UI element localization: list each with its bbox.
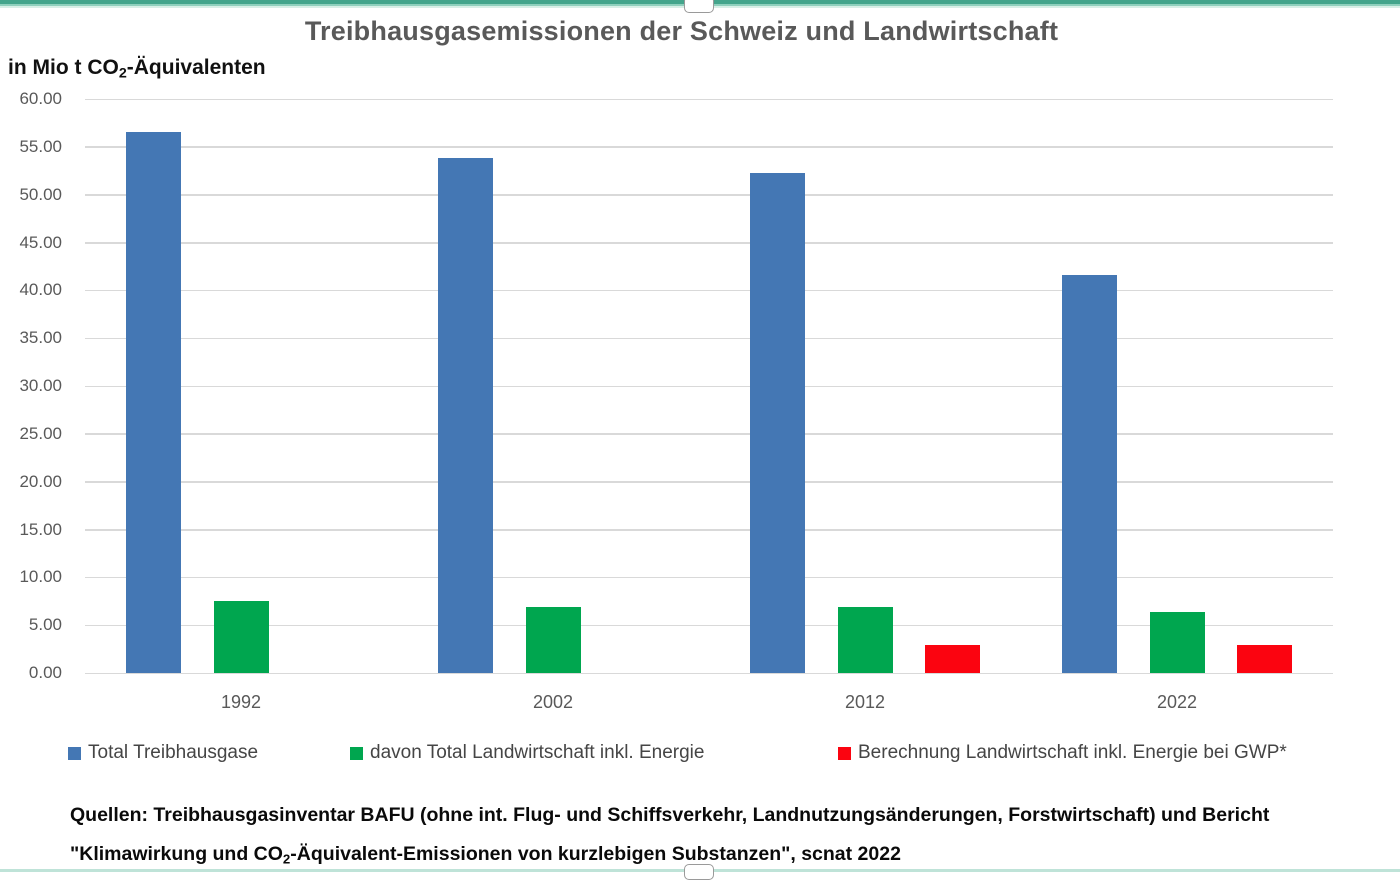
y-axis-tick-label: 25.00: [19, 423, 62, 443]
legend-swatch-icon: [68, 746, 81, 760]
gridline: [85, 146, 1333, 148]
y-axis-tick-label: 30.00: [19, 376, 62, 395]
gridline: [85, 433, 1333, 435]
bar-2022-series-0[interactable]: [1062, 275, 1117, 673]
gridline: [85, 624, 1333, 627]
source-line-2: "Klimawirkung und CO2-Äquivalent-Emissio…: [70, 843, 901, 867]
legend-swatch-icon: [350, 746, 363, 760]
x-axis-tick-label: 1992: [220, 692, 262, 712]
y-axis-tick-label: 10.00: [19, 567, 62, 587]
gridline: [85, 242, 1333, 244]
bar-2022-series-2[interactable]: [1237, 645, 1292, 673]
y-axis-tick-label: 15.00: [19, 519, 62, 539]
gridline: [85, 385, 1333, 387]
y-axis-tick-label: 55.00: [19, 136, 62, 156]
source-note: Quellen: Treibhausgasinventar BAFU (ohne…: [70, 796, 1370, 878]
bar-2012-series-1[interactable]: [837, 607, 893, 673]
bar-2002-series-1[interactable]: [525, 607, 581, 673]
bar-1992-series-0[interactable]: [126, 131, 181, 673]
legend-swatch-icon: [838, 746, 851, 760]
bar-2012-series-2[interactable]: [925, 645, 980, 673]
gridline: [85, 576, 1333, 579]
unit-subscript: 2: [118, 65, 127, 82]
gridline: [85, 194, 1333, 196]
bar-2012-series-0[interactable]: [750, 172, 805, 673]
legend-label: Total Treibhausgase: [88, 742, 259, 763]
legend-item-0[interactable]: Total Treibhausgase: [68, 742, 258, 764]
bar-2022-series-1[interactable]: [1149, 611, 1205, 673]
y-axis-tick-label: 5.00: [28, 615, 62, 635]
unit-text-suffix: -Äquivalenten: [126, 56, 266, 79]
gridline: [85, 672, 1333, 674]
resize-handle-top-icon[interactable]: [684, 0, 714, 13]
gridline: [85, 289, 1333, 292]
gridline: [85, 481, 1333, 483]
x-axis-tick-label: 2002: [532, 692, 574, 712]
gridline: [85, 98, 1333, 100]
legend-item-1[interactable]: davon Total Landwirtschaft inkl. Energie: [350, 742, 704, 764]
x-axis-tick-label: 2022: [1156, 692, 1198, 712]
legend: Total Treibhausgase davon Total Landwirts…: [0, 742, 1400, 768]
legend-label: Berechnung Landwirtschaft inkl. Energie …: [858, 742, 1287, 763]
y-axis-tick-label: 60.00: [19, 89, 62, 108]
legend-label: davon Total Landwirtschaft inkl. Energie: [370, 742, 705, 763]
unit-text: in Mio t CO: [8, 56, 119, 79]
plot-area: [85, 98, 1333, 674]
bar-2002-series-0[interactable]: [438, 158, 493, 673]
source-line-1: Quellen: Treibhausgasinventar BAFU (ohne…: [70, 804, 1270, 826]
gridline: [85, 529, 1333, 531]
y-axis-tick-label: 40.00: [19, 280, 62, 300]
y-axis-tick-label: 35.00: [19, 328, 62, 348]
x-axis-tick-label: 2012: [844, 692, 886, 712]
resize-handle-bottom-icon[interactable]: [684, 864, 714, 880]
y-axis-tick-label: 0.00: [28, 663, 62, 682]
y-axis-tick-label: 45.00: [19, 232, 62, 252]
legend-item-2[interactable]: Berechnung Landwirtschaft inkl. Energie …: [838, 742, 1287, 764]
y-axis-tick-label: 20.00: [19, 471, 62, 491]
chart-title[interactable]: Treibhausgasemissionen der Schweiz und L…: [304, 16, 1059, 46]
axis-unit-label: in Mio t CO2-Äquivalenten: [8, 56, 266, 82]
gridline: [85, 337, 1333, 340]
y-axis-tick-label: 50.00: [19, 184, 62, 204]
bar-1992-series-1[interactable]: [213, 601, 269, 673]
